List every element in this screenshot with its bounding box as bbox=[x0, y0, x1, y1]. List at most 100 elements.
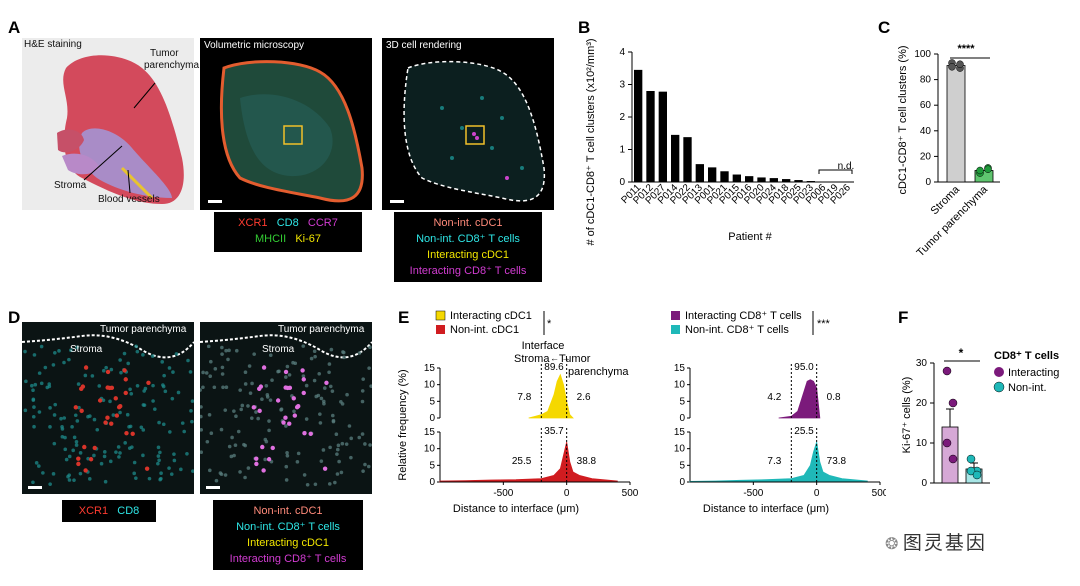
d-legend-nonint-cdc1: Non-int. cDC1 bbox=[253, 505, 323, 517]
d-nucleus bbox=[314, 394, 319, 399]
d-nucleus bbox=[329, 347, 334, 352]
he-label-parenchyma: parenchyma bbox=[144, 60, 200, 71]
d-nucleus bbox=[141, 428, 146, 432]
d-cell bbox=[92, 445, 97, 451]
e-sig-right: *** bbox=[817, 318, 831, 330]
d-nucleus bbox=[357, 435, 362, 440]
d-cell bbox=[322, 466, 328, 471]
d-nucleus bbox=[239, 407, 244, 412]
d-nucleus bbox=[52, 441, 57, 446]
d-nucleus bbox=[224, 385, 229, 390]
panel-letter-f: F bbox=[898, 308, 909, 327]
d-nucleus bbox=[334, 432, 339, 437]
b-bar bbox=[732, 174, 741, 182]
d-nucleus bbox=[167, 466, 171, 470]
d-nucleus bbox=[260, 397, 264, 401]
e-legend-swatch-int-cd8 bbox=[671, 311, 680, 320]
d-nucleus bbox=[243, 370, 248, 374]
legend-int-cd8: Interacting CD8⁺ T cells bbox=[409, 265, 527, 277]
d-nucleus bbox=[135, 349, 140, 354]
f-ytick-label: 30 bbox=[916, 358, 928, 369]
d-nucleus bbox=[73, 413, 78, 418]
d-nucleus bbox=[313, 354, 317, 359]
legend-mhcii: MHCII bbox=[254, 233, 287, 245]
f-point bbox=[942, 438, 952, 448]
d-nucleus bbox=[230, 435, 234, 440]
e-legend-swatch-int-cdc1 bbox=[435, 310, 446, 321]
legend-ki67: Ki-67 bbox=[295, 233, 322, 245]
he-title: H&E staining bbox=[24, 39, 82, 50]
d-nucleus bbox=[301, 344, 306, 348]
d-nucleus bbox=[285, 450, 289, 455]
d-nucleus bbox=[75, 419, 80, 423]
d-cell bbox=[144, 466, 150, 471]
d-nucleus bbox=[296, 451, 301, 456]
d-cell bbox=[292, 413, 298, 418]
e-cdc1-non-ytick-label: 5 bbox=[429, 460, 435, 471]
d-nucleus bbox=[327, 370, 331, 375]
e-cd8-int-pct-right: 0.8 bbox=[827, 392, 841, 403]
d-nucleus bbox=[157, 458, 161, 463]
d-cell bbox=[76, 461, 81, 467]
e-xtick-label: 500 bbox=[872, 488, 886, 499]
d-nucleus bbox=[62, 416, 67, 420]
d-cell bbox=[302, 430, 307, 436]
d-left-tumor: Tumor parenchyma bbox=[100, 324, 187, 335]
d-nucleus bbox=[243, 382, 248, 386]
d-nucleus bbox=[304, 383, 309, 388]
panel-letter-a: A bbox=[8, 18, 21, 37]
d-nucleus bbox=[117, 455, 121, 459]
d-nucleus bbox=[95, 427, 100, 432]
d-nucleus bbox=[246, 466, 251, 470]
e-sig-left: * bbox=[547, 318, 552, 330]
d-nucleus bbox=[248, 391, 253, 395]
d-legend-int-cdc1: Interacting cDC1 bbox=[247, 537, 329, 549]
d-cell bbox=[285, 385, 290, 391]
d-nucleus bbox=[268, 353, 273, 357]
d-nucleus bbox=[33, 382, 38, 387]
b-bar bbox=[806, 181, 815, 182]
d-nucleus bbox=[220, 372, 225, 376]
e-xtick-label: 0 bbox=[564, 488, 570, 499]
d-nucleus bbox=[214, 478, 219, 483]
d-nucleus bbox=[201, 370, 205, 375]
d-nucleus bbox=[344, 442, 349, 446]
d-nucleus bbox=[63, 447, 68, 452]
e-cd8-non-ytick-label: 5 bbox=[679, 460, 685, 471]
d-nucleus bbox=[32, 424, 36, 429]
e-cd8-int-pct-left: 4.2 bbox=[767, 392, 781, 403]
d-nucleus bbox=[141, 403, 146, 407]
wechat-icon: ❂ bbox=[885, 536, 899, 553]
d-nucleus bbox=[127, 446, 132, 450]
d-nucleus bbox=[63, 435, 67, 440]
d-nucleus bbox=[284, 464, 289, 469]
d-nucleus bbox=[179, 467, 183, 472]
d-cell bbox=[123, 390, 128, 396]
d-right-tumor: Tumor parenchyma bbox=[278, 324, 365, 335]
e-legend-int-cdc1: Interacting cDC1 bbox=[450, 310, 532, 322]
d-right-stroma: Stroma bbox=[262, 344, 295, 355]
d-nucleus bbox=[51, 472, 56, 476]
d-nucleus bbox=[150, 354, 155, 358]
d-nucleus bbox=[339, 470, 344, 475]
e-cd8-non-pct-mid: 25.5 bbox=[794, 426, 814, 437]
d-nucleus bbox=[31, 414, 36, 419]
d-nucleus bbox=[220, 352, 224, 356]
d-nucleus bbox=[125, 412, 130, 417]
d-nucleus bbox=[319, 396, 324, 401]
c-point bbox=[956, 60, 964, 68]
c-ytick-label: 40 bbox=[920, 126, 932, 137]
d-nucleus bbox=[321, 399, 326, 404]
d-nucleus bbox=[335, 447, 340, 452]
e-cdc1-non-ytick-label: 0 bbox=[429, 477, 435, 488]
f-bar bbox=[941, 426, 959, 484]
e-xtick-label: 500 bbox=[622, 488, 639, 499]
d-nucleus bbox=[102, 450, 107, 454]
f-point bbox=[942, 366, 952, 376]
d-nucleus bbox=[301, 374, 306, 378]
e-cd8-non-area bbox=[689, 441, 868, 483]
d-nucleus bbox=[37, 371, 42, 375]
chart-f: Ki-67⁺ cells (%) * CD8⁺ T cells Interact… bbox=[901, 346, 1059, 489]
d-nucleus bbox=[122, 351, 127, 356]
c-ytick-label: 20 bbox=[920, 151, 932, 162]
